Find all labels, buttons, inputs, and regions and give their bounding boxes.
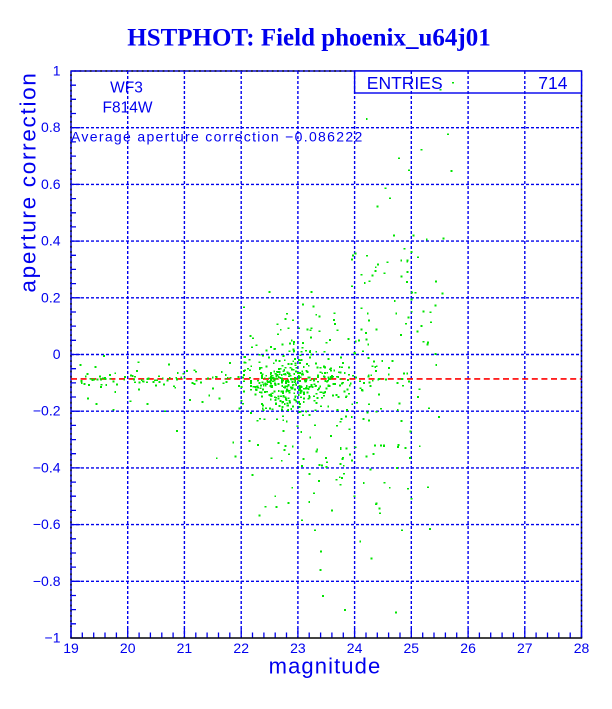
svg-text:27: 27 [517, 640, 533, 656]
svg-text:22: 22 [233, 640, 249, 656]
svg-text:23: 23 [290, 640, 306, 656]
svg-text:25: 25 [404, 640, 420, 656]
svg-text:WF3: WF3 [110, 79, 143, 96]
svg-text:−1: −1 [45, 630, 61, 646]
svg-text:magnitude: magnitude [269, 654, 382, 679]
svg-text:0.4: 0.4 [41, 233, 61, 249]
svg-text:0.2: 0.2 [41, 289, 61, 305]
svg-text:ENTRIES: ENTRIES [367, 73, 443, 93]
svg-text:HSTPHOT: Field phoenix_u64j01: HSTPHOT: Field phoenix_u64j01 [127, 25, 490, 52]
svg-text:0: 0 [53, 346, 61, 362]
svg-text:F814W: F814W [103, 99, 153, 116]
svg-text:Average aperture correction −0: Average aperture correction −0.086222 [71, 129, 364, 145]
svg-text:−0.8: −0.8 [33, 573, 61, 589]
svg-text:19: 19 [63, 640, 79, 656]
svg-text:0.6: 0.6 [41, 176, 61, 192]
svg-text:24: 24 [347, 640, 363, 656]
svg-text:0.8: 0.8 [41, 119, 61, 135]
svg-text:aperture correction: aperture correction [15, 71, 40, 292]
svg-text:−0.4: −0.4 [33, 459, 61, 475]
svg-text:28: 28 [574, 640, 590, 656]
svg-text:−0.6: −0.6 [33, 516, 61, 532]
svg-text:714: 714 [538, 73, 567, 93]
svg-text:1: 1 [53, 63, 61, 79]
svg-text:26: 26 [460, 640, 476, 656]
svg-text:20: 20 [120, 640, 136, 656]
svg-text:−0.2: −0.2 [33, 403, 61, 419]
svg-text:21: 21 [177, 640, 193, 656]
